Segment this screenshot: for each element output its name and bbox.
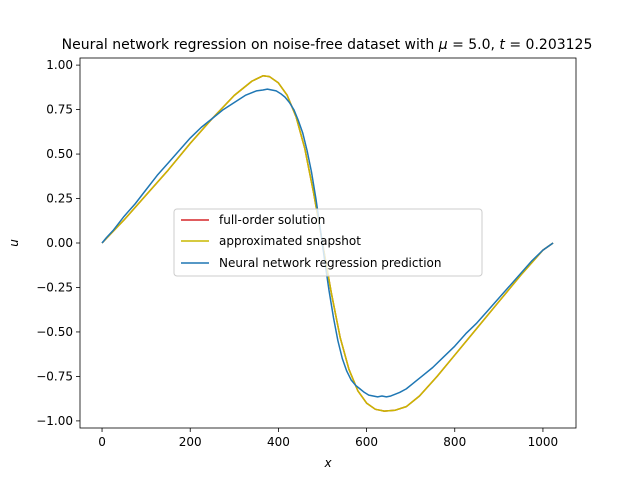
y-tick-label: 1.00 <box>46 58 73 72</box>
x-axis-label: x <box>323 456 332 470</box>
x-tick-label: 400 <box>267 435 290 449</box>
x-tick-label: 600 <box>355 435 378 449</box>
y-tick-label: 0.50 <box>46 147 73 161</box>
series-layer <box>101 75 554 412</box>
legend-box <box>173 208 483 277</box>
x-tick-label: 800 <box>443 435 466 449</box>
x-tick-label: 1000 <box>528 435 559 449</box>
x-tick-label: 0 <box>98 435 106 449</box>
y-tick-label: 0.25 <box>46 192 73 206</box>
nn-prediction-line <box>101 88 554 398</box>
legend: full-order solution approximated snapsho… <box>173 208 483 277</box>
chart-title: Neural network regression on noise-free … <box>62 37 593 53</box>
y-axis: −1.00 −0.75 −0.50 −0.25 0.00 0.25 0.50 0.75 1.00 <box>36 58 80 428</box>
y-tick-label: −0.25 <box>36 280 73 294</box>
legend-label-nn-prediction: Neural network regression prediction <box>219 256 441 270</box>
y-tick-label: 0.00 <box>46 236 73 250</box>
y-tick-label: −1.00 <box>36 414 73 428</box>
approximated-snapshot-line <box>101 75 554 412</box>
y-tick-label: 0.75 <box>46 103 73 117</box>
x-tick-label: 200 <box>179 435 202 449</box>
legend-label-approximated: approximated snapshot <box>219 234 361 248</box>
legend-label-full-order: full-order solution <box>219 213 325 227</box>
y-tick-label: −0.75 <box>36 369 73 383</box>
y-axis-label: u <box>7 239 21 247</box>
y-tick-label: −0.50 <box>36 325 73 339</box>
x-axis: 0 200 400 600 800 1000 <box>98 428 558 449</box>
